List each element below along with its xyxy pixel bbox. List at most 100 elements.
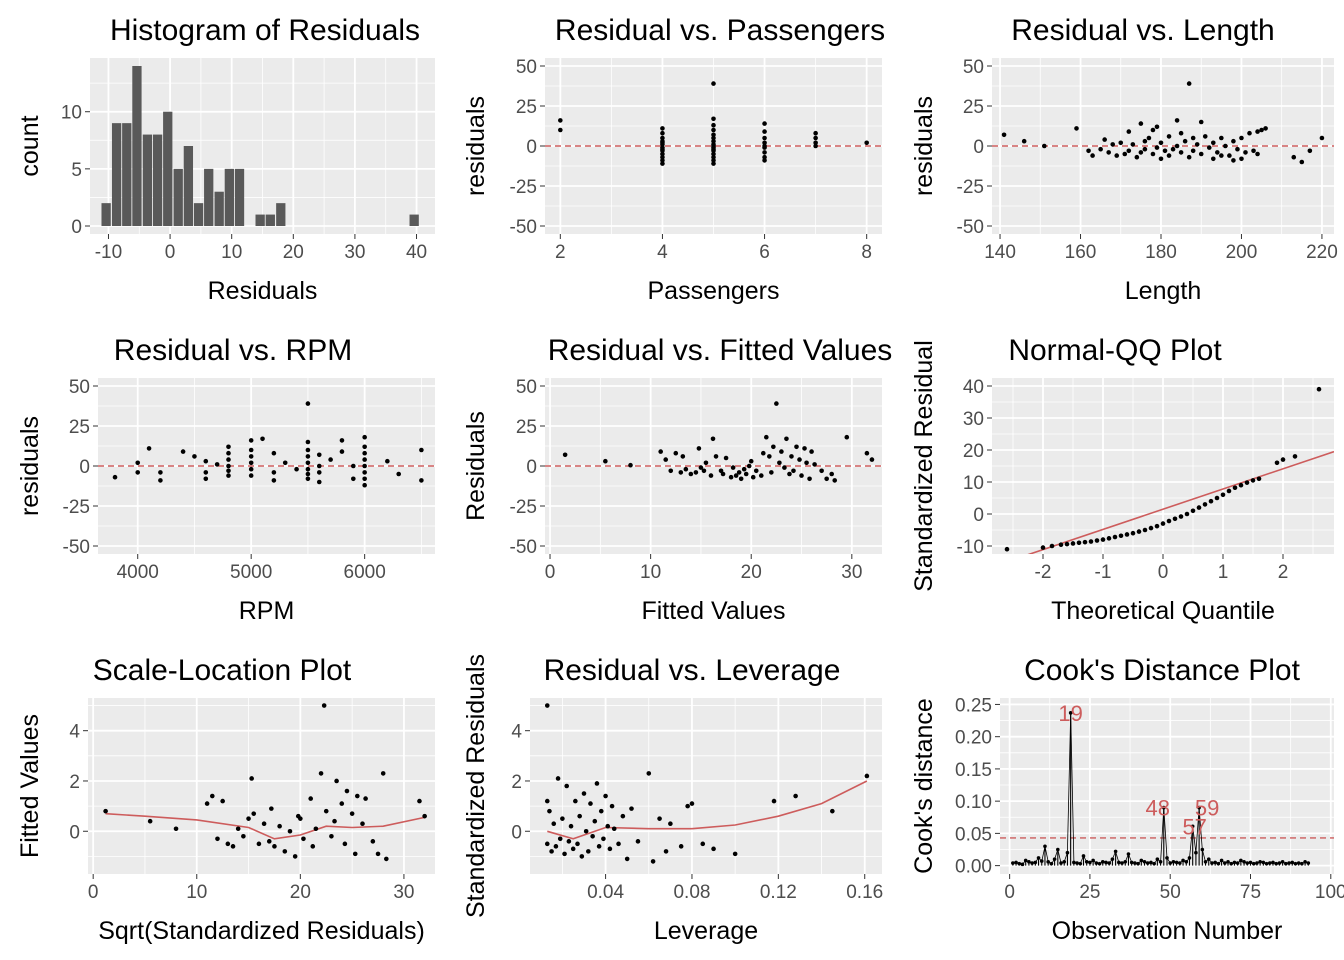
cooks-point bbox=[1094, 861, 1099, 865]
cooks-point bbox=[1258, 859, 1262, 864]
plot-content bbox=[992, 81, 1334, 165]
cooks-point bbox=[1107, 861, 1111, 865]
data-point bbox=[635, 839, 641, 844]
data-point bbox=[248, 466, 254, 472]
data-point bbox=[351, 463, 356, 469]
data-point bbox=[711, 154, 716, 160]
data-point bbox=[762, 121, 767, 126]
data-point bbox=[711, 146, 716, 152]
cooks-point bbox=[1200, 847, 1205, 852]
outlier-label: 48 bbox=[1146, 796, 1170, 821]
data-point bbox=[173, 826, 179, 832]
data-point bbox=[305, 439, 311, 445]
chart-hist: -10 0 10 20 30 40 0 5 10 Histogram of Residuals Re… bbox=[16, 14, 435, 305]
data-point bbox=[277, 823, 282, 829]
data-point bbox=[1114, 153, 1120, 158]
x-tick-label: 40 bbox=[406, 242, 427, 263]
y-axis-label: Residuals bbox=[462, 411, 490, 521]
data-point bbox=[678, 844, 684, 849]
cooks-point bbox=[1014, 860, 1018, 865]
data-point bbox=[594, 781, 600, 786]
plot-content bbox=[1000, 711, 1334, 867]
data-point bbox=[339, 801, 345, 806]
data-point bbox=[711, 151, 716, 157]
cooks-point bbox=[1203, 859, 1208, 864]
data-point bbox=[1150, 127, 1156, 133]
data-point bbox=[551, 821, 557, 827]
y-tick-label: 10 bbox=[963, 473, 984, 494]
data-point bbox=[1182, 138, 1188, 144]
data-point bbox=[295, 813, 301, 819]
y-tick-label: 0 bbox=[79, 457, 90, 478]
cooks-point bbox=[1271, 860, 1275, 865]
data-point bbox=[1124, 532, 1130, 537]
data-point bbox=[235, 826, 241, 832]
data-point bbox=[215, 836, 220, 842]
data-point bbox=[590, 833, 595, 839]
y-tick-label: 50 bbox=[963, 57, 984, 78]
data-point bbox=[813, 143, 818, 149]
cooks-point bbox=[1300, 861, 1304, 866]
chart-title: Normal-QQ Plot bbox=[1008, 334, 1222, 367]
chart-text: Scale-Location Plot Sqrt(Standardized Res… bbox=[16, 654, 425, 945]
y-tick-label: 0 bbox=[526, 137, 537, 158]
plot-content bbox=[103, 703, 427, 862]
data-point bbox=[419, 447, 424, 453]
chart-text: Histogram of Residuals Residuals count bbox=[16, 14, 420, 305]
data-point bbox=[660, 140, 665, 146]
gridlines bbox=[1000, 698, 1334, 874]
data-point bbox=[708, 473, 714, 478]
x-tick-label: 30 bbox=[841, 562, 862, 583]
data-point bbox=[1158, 156, 1164, 162]
data-point bbox=[807, 476, 812, 482]
data-point bbox=[1154, 523, 1160, 529]
data-point bbox=[1223, 143, 1228, 149]
data-point bbox=[1184, 511, 1190, 517]
histogram-bar bbox=[276, 203, 286, 226]
data-point bbox=[680, 454, 686, 459]
data-point bbox=[396, 471, 401, 477]
cooks-point bbox=[1020, 862, 1025, 867]
data-point bbox=[1231, 158, 1236, 163]
x-tick-label: 180 bbox=[1145, 242, 1177, 263]
data-point bbox=[791, 468, 796, 474]
data-point bbox=[334, 778, 339, 784]
plot-content bbox=[98, 401, 435, 488]
data-point bbox=[1146, 135, 1152, 141]
cooks-point bbox=[1303, 859, 1307, 864]
data-point bbox=[362, 434, 367, 440]
data-point bbox=[660, 151, 665, 157]
data-point bbox=[1247, 130, 1252, 136]
data-point bbox=[305, 454, 311, 459]
plot-content bbox=[101, 66, 419, 226]
chart-title: Residual vs. Length bbox=[1011, 14, 1275, 47]
data-point bbox=[864, 140, 869, 146]
data-point bbox=[135, 460, 141, 466]
data-point bbox=[316, 463, 322, 469]
data-point bbox=[713, 454, 719, 459]
x-tick-label: -1 bbox=[1095, 562, 1112, 583]
data-point bbox=[362, 444, 367, 450]
data-point bbox=[316, 470, 322, 475]
data-point bbox=[241, 833, 246, 839]
data-point bbox=[352, 851, 358, 857]
y-tick-label: 25 bbox=[963, 97, 984, 118]
data-point bbox=[248, 438, 254, 443]
data-point bbox=[305, 447, 311, 453]
data-point bbox=[771, 444, 776, 450]
data-point bbox=[226, 463, 231, 469]
cooks-point bbox=[1097, 861, 1102, 866]
data-point bbox=[784, 436, 789, 442]
data-point bbox=[203, 458, 209, 464]
cooks-point bbox=[1011, 861, 1015, 865]
cooks-point bbox=[1206, 857, 1211, 861]
x-tick-label: 20 bbox=[283, 242, 304, 263]
data-point bbox=[1186, 154, 1192, 160]
data-point bbox=[1110, 142, 1116, 147]
y-tick-label: 10 bbox=[61, 103, 82, 124]
chart-text: Normal-QQ Plot Theoretical Quantile Standa… bbox=[910, 334, 1275, 625]
histogram-bar bbox=[234, 168, 245, 226]
cooks-point bbox=[1152, 861, 1156, 866]
data-point bbox=[1086, 148, 1091, 154]
y-tick-label: -10 bbox=[957, 537, 984, 558]
